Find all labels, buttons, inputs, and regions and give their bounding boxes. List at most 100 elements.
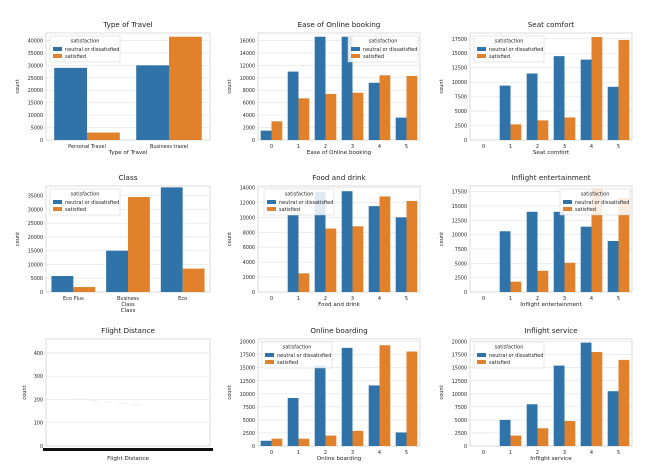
legend-swatch	[53, 54, 62, 58]
y-tick-label: 4000	[243, 113, 255, 119]
y-tick-label: 5000	[455, 418, 467, 424]
x-axis-label: Food and drink	[318, 302, 360, 308]
legend-swatch	[477, 54, 486, 58]
y-tick-label: 10000	[28, 113, 43, 119]
y-tick-label: 0	[464, 138, 467, 144]
y-tick-label: 35000	[28, 194, 43, 200]
y-tick-label: 17500	[452, 353, 467, 359]
x-tick-label: Personal Travel	[68, 144, 106, 150]
bar-neutral	[607, 86, 619, 140]
y-tick-label: 2500	[455, 431, 467, 437]
x-tick-label: 4	[590, 144, 593, 150]
y-tick-label: 12500	[452, 66, 467, 72]
x-tick-label: 1	[297, 450, 300, 456]
x-axis-label: Type of Travel	[108, 150, 148, 156]
legend-entry: neutral or dissatisfied	[489, 353, 543, 359]
bar-satisfied	[271, 121, 283, 140]
x-tick-label: 1	[509, 296, 512, 302]
bar-satisfied	[591, 37, 603, 141]
y-tick-label: 30000	[28, 63, 43, 69]
bar-satisfied	[537, 270, 549, 292]
y-tick-label: 20000	[452, 340, 467, 346]
bar-neutral	[341, 347, 353, 446]
bar-satisfied	[352, 92, 364, 140]
y-tick-label: 15000	[28, 249, 43, 255]
subplot-3: Class 0 5000 10000 15000 20000 25000 30000 35000…	[15, 173, 211, 314]
bar-neutral	[607, 241, 619, 292]
x-tick-label: 4	[590, 296, 593, 302]
bar-satisfied	[169, 36, 202, 140]
x-tick-label: 3	[351, 144, 354, 150]
legend-swatch	[267, 207, 276, 211]
bar-satisfied	[128, 197, 150, 292]
bar-satisfied	[537, 428, 549, 446]
subplot-title: Flight Distance	[101, 326, 155, 335]
y-tick-label: 7500	[455, 405, 467, 411]
y-tick-label: 16000	[240, 38, 255, 44]
legend-swatch	[477, 47, 486, 51]
subplot-title: Type of Travel	[102, 20, 152, 29]
subplot-title: Inflight service	[524, 326, 578, 335]
x-tick-label: 0	[482, 144, 485, 150]
subplot-0: Type of Travel 0 5000 10000 15000 20000 25000 3…	[15, 20, 211, 156]
subplot-4: Food and drink 0 2000 4000 6000 8000 10000 1200…	[227, 173, 421, 308]
x-tick-label: 4	[378, 450, 381, 456]
y-tick-label: 10000	[240, 392, 255, 398]
bar-satisfied	[510, 281, 522, 292]
x-tick-label: 2	[324, 296, 327, 302]
bar-neutral	[526, 404, 538, 446]
subplot-title: Online boarding	[310, 326, 367, 335]
y-tick-label: 5000	[455, 109, 467, 115]
bar-satisfied	[406, 351, 418, 446]
x-axis-label: Ease of Online booking	[307, 150, 372, 156]
y-axis-label: count	[227, 385, 233, 399]
bar-satisfied	[298, 98, 310, 140]
y-tick-label: 25000	[28, 76, 43, 82]
y-tick-label: 12000	[240, 63, 255, 69]
y-tick-label: 2500	[455, 124, 467, 130]
subplot-7: Online boarding0250050007500100001250015…	[227, 326, 421, 462]
bar-satisfied	[510, 124, 522, 140]
y-tick-label: 2500	[243, 431, 255, 437]
bar-neutral	[314, 36, 326, 140]
legend: satisfaction neutral or dissatisfiedsatis…	[559, 188, 631, 216]
bar-neutral	[395, 117, 407, 140]
x-tick-label: 5	[617, 296, 620, 302]
y-tick-label: 5000	[243, 418, 255, 424]
y-tick-label: 10000	[240, 76, 255, 82]
bar-neutral	[287, 397, 299, 446]
bar-satisfied	[379, 75, 391, 140]
y-tick-label: 15000	[452, 366, 467, 372]
y-tick-label: 17500	[240, 353, 255, 359]
x-tick-label: 0	[270, 144, 273, 150]
bar-neutral	[368, 206, 380, 292]
legend-swatch	[351, 54, 360, 58]
y-tick-label: 0	[40, 290, 43, 296]
axes-frame	[257, 338, 421, 447]
x-tick-label: Eco	[178, 296, 187, 302]
subplot-title: Food and drink	[312, 173, 366, 182]
y-axis-label: count	[227, 232, 233, 246]
axes-frame	[469, 338, 633, 447]
legend-swatch	[53, 207, 62, 211]
legend-entry: satisfied	[363, 54, 384, 60]
bar-neutral	[368, 82, 380, 140]
legend: satisfaction neutral or dissatisfiedsatis…	[49, 188, 121, 216]
bar-neutral	[526, 211, 538, 292]
bar-neutral	[314, 365, 326, 446]
y-tick-label: 10000	[452, 233, 467, 239]
legend-entry: satisfied	[489, 360, 510, 366]
y-tick-label: 12000	[240, 200, 255, 206]
y-tick-label: 20000	[28, 88, 43, 94]
bar-satisfied	[298, 438, 310, 446]
y-tick-label: 2000	[243, 126, 255, 132]
bar-satisfied	[406, 75, 418, 140]
legend-entry: neutral or dissatisfied	[277, 353, 331, 359]
y-tick-label: 30000	[28, 207, 43, 213]
legend-title: satisfaction	[495, 345, 524, 351]
y-tick-label: 5000	[31, 126, 43, 132]
legend: satisfaction neutral or dissatisfiedsatis…	[347, 35, 419, 63]
y-tick-label: 10000	[28, 262, 43, 268]
legend-swatch	[53, 47, 62, 51]
